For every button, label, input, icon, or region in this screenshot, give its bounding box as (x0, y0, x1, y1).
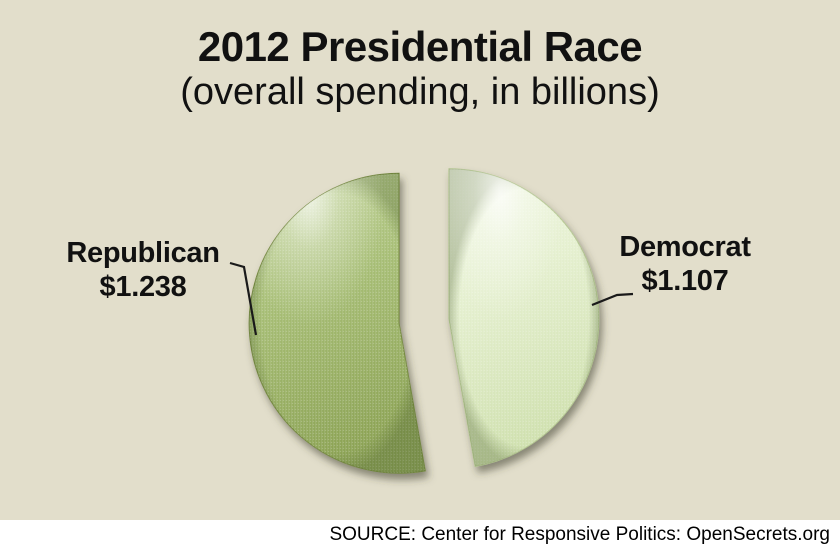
republican-value: $1.238 (99, 271, 187, 303)
chart-title: 2012 Presidential Race (197, 23, 643, 70)
plot-background: 2012 Presidential Race (overall spending… (0, 0, 840, 520)
pie-slice-democrat (448, 168, 600, 468)
democrat-leader-line (591, 292, 634, 307)
republican-callout: Republican $1.238 (38, 236, 248, 304)
republican-label: Republican (66, 237, 220, 269)
chart-subtitle: (overall spending, in billions) (180, 71, 660, 113)
democrat-value: $1.107 (641, 265, 729, 297)
source-bar: SOURCE: Center for Responsive Politics: … (0, 520, 840, 550)
democrat-label: Democrat (619, 231, 751, 263)
pie-slice-republican (248, 172, 426, 474)
pie-chart-svg (229, 168, 634, 474)
source-text: SOURCE: Center for Responsive Politics: … (329, 524, 830, 545)
republican-leader-line (229, 261, 258, 336)
title-block: 2012 Presidential Race (overall spending… (0, 24, 840, 114)
democrat-callout: Democrat $1.107 (585, 230, 785, 298)
